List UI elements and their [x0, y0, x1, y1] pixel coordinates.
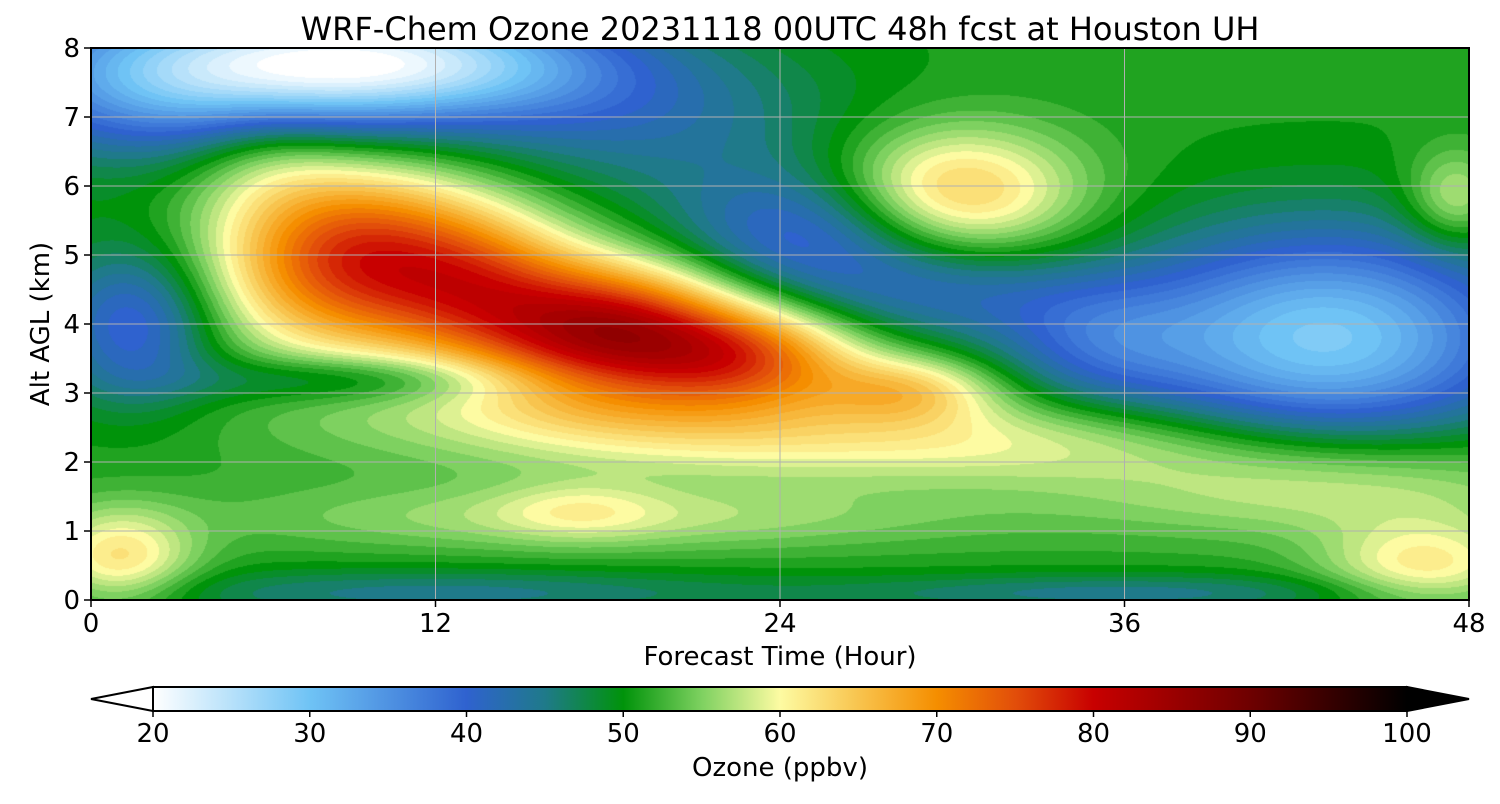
x-tick-label: 48 [1452, 609, 1485, 639]
colorbar-tick-label: 80 [1077, 719, 1110, 749]
y-tick-label: 1 [63, 517, 80, 547]
y-tick-label: 2 [63, 448, 80, 478]
colorbar-tick-label: 50 [607, 719, 640, 749]
colorbar-tick-label: 30 [293, 719, 326, 749]
colorbar-tick-label: 60 [763, 719, 796, 749]
x-tick-label: 24 [763, 609, 796, 639]
y-tick-label: 7 [63, 103, 80, 133]
colorbar-label: Ozone (ppbv) [692, 753, 868, 783]
x-axis-ticks: 0 12 24 36 48 [83, 600, 1486, 639]
x-axis-label: Forecast Time (Hour) [643, 642, 916, 672]
y-axis-ticks: 0 1 2 3 4 5 6 7 8 [63, 34, 91, 616]
y-tick-label: 8 [63, 34, 80, 64]
y-axis-label: Alt AGL (km) [26, 242, 56, 406]
colorbar: 20 30 40 50 60 70 80 90 100 [90, 685, 1470, 749]
colorbar-extend-low [90, 685, 154, 713]
y-tick-label: 0 [63, 586, 80, 616]
colorbar-tick-label: 20 [136, 719, 169, 749]
x-tick-label: 36 [1108, 609, 1141, 639]
y-tick-label: 6 [63, 172, 80, 202]
colorbar-ticks: 20 30 40 50 60 70 80 90 100 [136, 711, 1432, 749]
colorbar-body [152, 686, 1408, 712]
colorbar-tick-label: 100 [1382, 719, 1432, 749]
y-tick-label: 3 [63, 379, 80, 409]
y-tick-label: 5 [63, 241, 80, 271]
x-tick-label: 12 [419, 609, 452, 639]
colorbar-tick-label: 40 [450, 719, 483, 749]
x-tick-label: 0 [83, 609, 100, 639]
colorbar-tick-label: 70 [920, 719, 953, 749]
chart-title: WRF-Chem Ozone 20231118 00UTC 48h fcst a… [301, 10, 1260, 48]
colorbar-extend-high [1406, 685, 1470, 713]
y-tick-label: 4 [63, 310, 80, 340]
colorbar-tick-label: 90 [1234, 719, 1267, 749]
